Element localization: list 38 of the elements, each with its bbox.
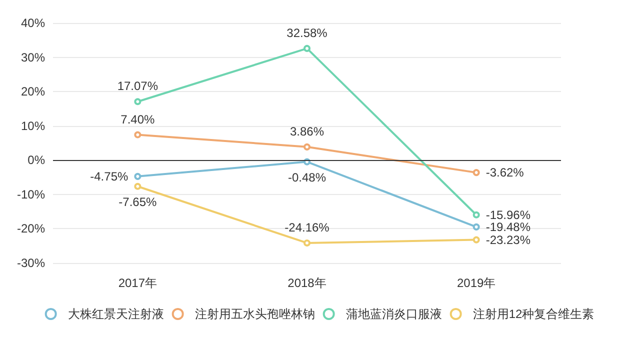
x-tick-label: 2017年	[118, 276, 158, 290]
y-tick-label: -20%	[16, 222, 46, 236]
point	[134, 98, 142, 106]
data-label: 7.40%	[120, 112, 156, 126]
data-label: 3.86%	[290, 124, 324, 138]
point	[472, 211, 480, 218]
data-label: -4.75%	[90, 169, 128, 184]
point	[134, 182, 142, 190]
point	[472, 223, 480, 230]
y-tick-label: 10%	[20, 118, 46, 133]
x-tick-label: 2019年	[456, 276, 496, 290]
y-tick-label: 20%	[20, 84, 46, 99]
y-tick-label: 0%	[28, 153, 46, 168]
point	[472, 236, 480, 244]
legend-label: 注射用五水头孢唑林钠	[194, 307, 315, 321]
legend-label: 蒲地蓝消炎口服液	[346, 307, 442, 321]
data-label: 17.07%	[117, 79, 158, 94]
y-tick-label: -30%	[16, 256, 46, 270]
data-label: -15.96%	[486, 208, 531, 222]
data-label: -0.48%	[288, 170, 326, 184]
data-label: -7.65%	[118, 194, 158, 209]
data-label: -19.48%	[486, 220, 531, 234]
data-label: -3.62%	[486, 166, 524, 180]
y-tick-label: -10%	[16, 187, 46, 202]
legend-label: 大株红景天注射液	[68, 307, 164, 321]
point	[304, 44, 310, 52]
data-label: 32.58%	[286, 26, 328, 40]
y-tick-label: 30%	[20, 50, 46, 64]
data-label: -23.23%	[486, 232, 531, 247]
point	[134, 172, 142, 180]
data-label: -24.16%	[284, 220, 330, 234]
point	[304, 239, 310, 246]
point	[472, 169, 480, 176]
y-tick-label: 40%	[20, 16, 46, 30]
point	[304, 143, 310, 150]
x-tick-label: 2018年	[288, 276, 326, 290]
legend-label: 注射用12种复合维生素	[472, 307, 594, 321]
point	[134, 131, 142, 138]
